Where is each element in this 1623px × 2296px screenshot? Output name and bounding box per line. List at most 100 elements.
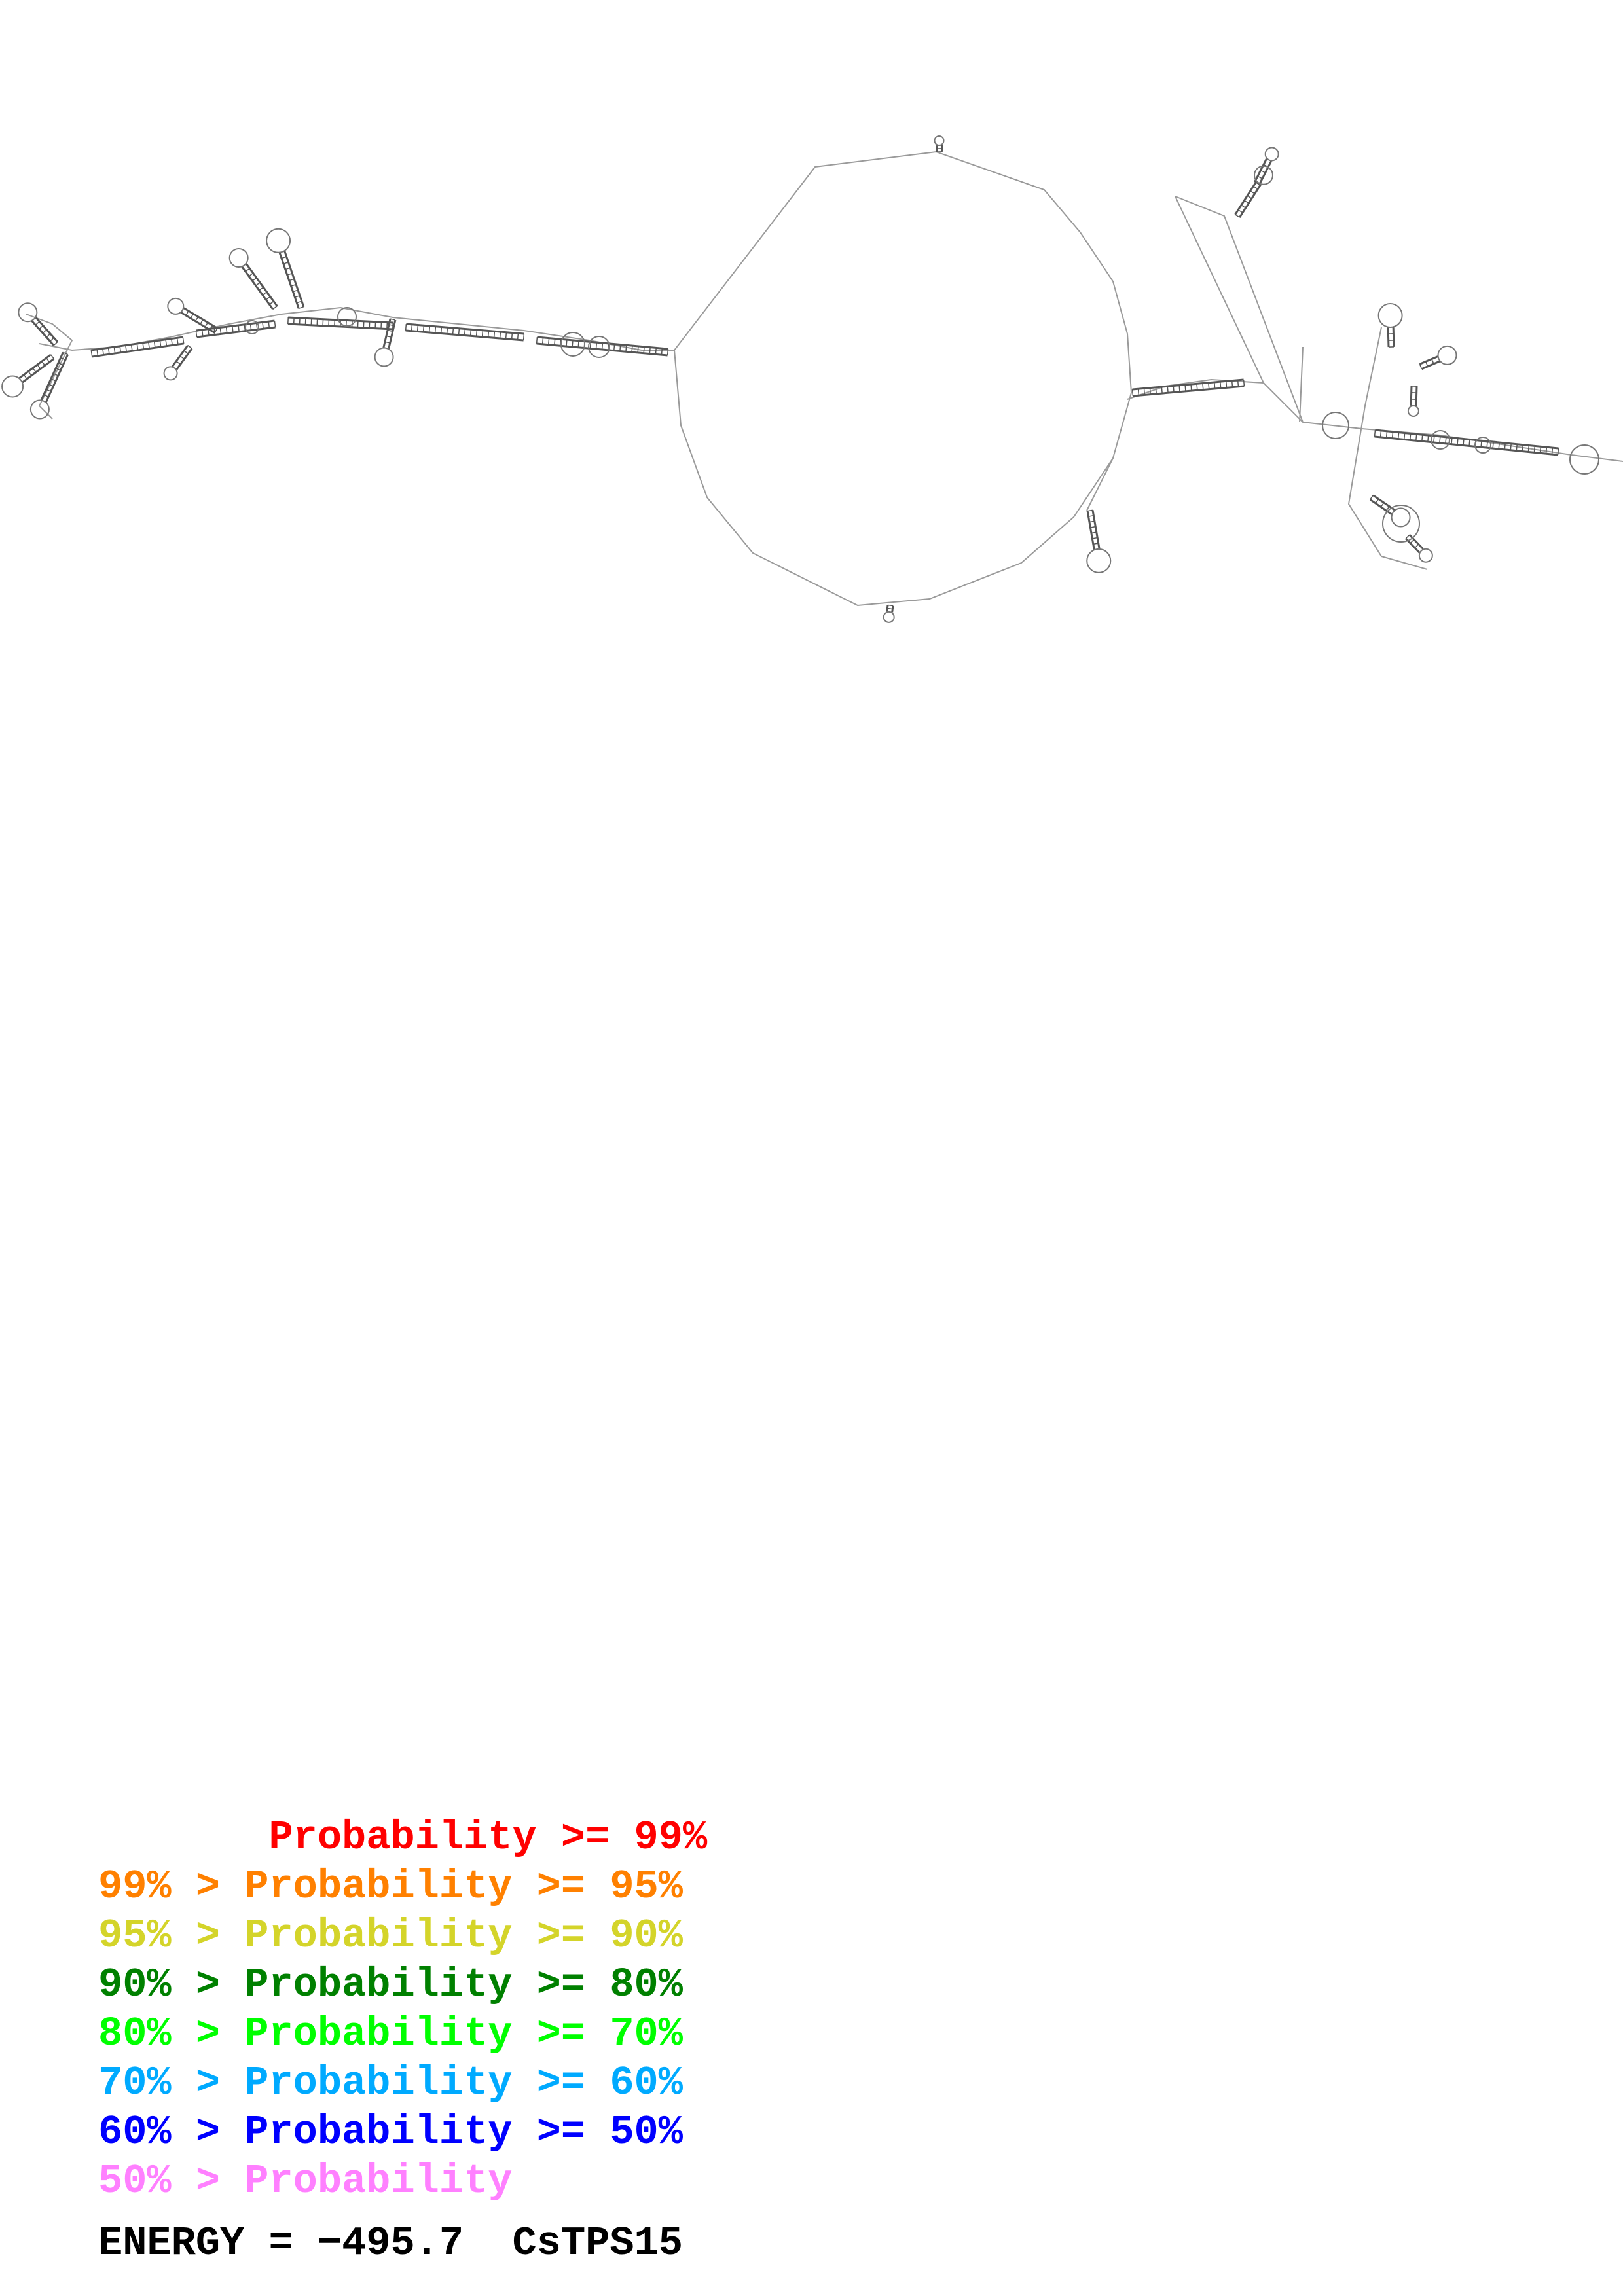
base-pair <box>625 345 627 352</box>
base-pair <box>1225 381 1228 388</box>
base-pair <box>41 361 46 366</box>
sequence-name: CsTPS15 <box>512 2220 683 2267</box>
base-pair <box>32 367 37 373</box>
rna-loop <box>374 347 394 367</box>
base-pair <box>1231 380 1233 387</box>
right-lower-backbone <box>1347 327 1428 570</box>
base-pair <box>265 296 271 300</box>
base-pair <box>208 329 210 336</box>
base-pair <box>1093 543 1099 545</box>
base-pair <box>96 349 99 356</box>
base-pair <box>268 321 270 329</box>
base-pair <box>887 607 893 610</box>
helix-strand <box>382 318 392 348</box>
base-pair <box>384 341 390 344</box>
base-pair <box>511 332 513 340</box>
base-pair <box>185 310 189 316</box>
base-pair <box>1427 435 1429 442</box>
base-pair <box>291 283 297 287</box>
base-pair <box>60 357 66 361</box>
legend-row: 95% > Probability >= 90% <box>98 1912 683 1959</box>
base-pair <box>232 326 234 333</box>
base-pair <box>661 348 663 355</box>
rna-loops <box>1 135 1599 623</box>
base-pair <box>251 277 257 281</box>
helix-strand <box>388 319 397 350</box>
base-pair <box>1244 200 1249 204</box>
base-pair <box>289 278 295 281</box>
helix-strand <box>1239 183 1262 218</box>
legend-row: Probability >= 99% <box>98 1814 708 1861</box>
base-pair <box>201 329 204 336</box>
rna-loop <box>163 366 178 381</box>
base-pair <box>1089 520 1095 523</box>
base-pair <box>204 322 209 327</box>
right-connector <box>1086 457 1114 511</box>
base-pair <box>295 295 301 298</box>
helix-strand <box>1133 385 1245 397</box>
base-pair <box>238 325 240 332</box>
base-pair <box>1463 439 1465 446</box>
base-pair <box>1375 498 1379 504</box>
base-pair <box>283 261 289 264</box>
base-pair <box>187 345 192 349</box>
base-pair <box>1161 387 1163 394</box>
base-pair <box>1421 435 1423 442</box>
base-pair <box>589 342 592 349</box>
base-pair <box>1260 170 1266 173</box>
base-pair <box>1235 214 1240 218</box>
helix-strand <box>891 605 894 613</box>
base-pair <box>53 341 58 346</box>
helix-strand <box>1419 355 1438 365</box>
base-pair <box>23 374 27 380</box>
base-pair <box>1468 439 1470 446</box>
base-pair <box>293 289 299 293</box>
base-pair <box>1419 364 1423 369</box>
base-pair <box>440 327 443 334</box>
rna-loop <box>1086 548 1112 573</box>
helix-strand <box>1374 435 1558 456</box>
base-pair <box>1370 495 1374 500</box>
base-pair <box>1254 181 1260 185</box>
helix-strand <box>1421 360 1440 370</box>
rna-loop <box>266 228 291 253</box>
base-pair <box>37 364 41 370</box>
legend-row: 50% > Probability <box>98 2158 513 2204</box>
base-pair <box>649 347 651 354</box>
base-pair <box>572 340 574 347</box>
base-pair <box>285 267 291 270</box>
helix-strand <box>1410 386 1413 406</box>
base-pair <box>214 328 218 333</box>
rna-loop <box>1377 303 1403 329</box>
energy-label: ENERGY = <box>98 2220 318 2267</box>
rna-loop <box>1264 147 1279 162</box>
rna-loop <box>337 307 357 327</box>
base-pair <box>493 331 496 338</box>
base-pair <box>390 318 396 321</box>
base-pair <box>1380 502 1385 508</box>
base-pair <box>452 327 454 335</box>
base-pair <box>209 325 213 331</box>
base-pair <box>655 348 657 355</box>
legend-row: 80% > Probability >= 70% <box>98 2011 683 2057</box>
base-pair <box>249 323 252 331</box>
base-pair <box>1415 434 1417 441</box>
rna-loop <box>245 320 259 334</box>
rna-loop <box>18 302 38 323</box>
helix-strand <box>241 266 274 310</box>
base-pair <box>46 333 51 338</box>
base-pair <box>272 306 278 310</box>
base-pair <box>27 370 32 376</box>
rna-secondary-structure <box>1 135 1623 623</box>
base-pair <box>1374 429 1376 437</box>
base-pair <box>1237 380 1239 387</box>
base-pair <box>487 331 490 338</box>
rna-loop <box>1322 412 1349 439</box>
rna-loop <box>934 135 945 147</box>
base-pair <box>386 335 392 338</box>
helix-strand <box>1375 429 1559 450</box>
base-pair <box>43 394 49 398</box>
base-pair <box>1253 185 1258 190</box>
base-pair <box>48 384 54 387</box>
base-pair <box>1527 445 1530 452</box>
